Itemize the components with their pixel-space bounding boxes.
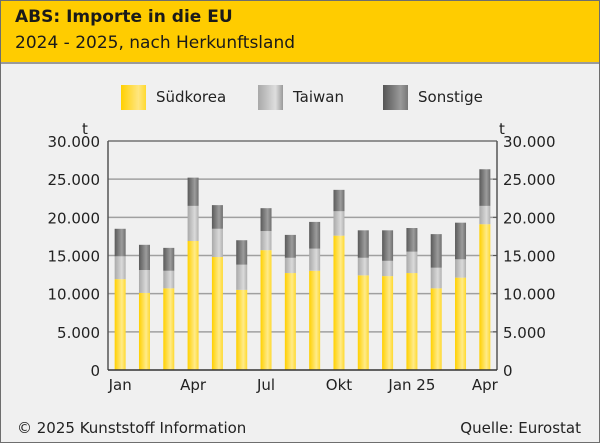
chart-subtitle: 2024 - 2025, nach Herkunftsland <box>15 33 296 53</box>
y-tick-label-right: 25.000 <box>503 171 556 189</box>
bar-sonstige <box>138 244 150 271</box>
x-tick-label: Jul <box>256 376 275 394</box>
bar-suedkorea <box>260 250 272 370</box>
bar-sonstige <box>260 208 272 232</box>
y-tick-label-left: 30.000 <box>48 133 101 151</box>
y-tick-label-left: 25.000 <box>48 171 101 189</box>
bar-sonstige <box>187 177 199 206</box>
bar-sonstige <box>430 234 442 268</box>
bar-suedkorea <box>357 275 369 370</box>
bar-taiwan <box>284 257 296 274</box>
bar-taiwan <box>309 248 321 271</box>
bar-sonstige <box>479 169 491 206</box>
legend-swatch-suedkorea <box>121 85 146 110</box>
bar-suedkorea <box>114 279 126 370</box>
bar-taiwan <box>430 267 442 289</box>
bar-suedkorea <box>138 292 150 370</box>
stacked-bar-chart: 0 0 5.000 5.000 10.000 10.000 15.000 15.000 20.0… <box>48 120 556 394</box>
bar-sonstige <box>211 205 223 229</box>
x-tick-label: Apr <box>472 376 499 394</box>
legend-label: Taiwan <box>293 88 345 106</box>
bar-suedkorea <box>382 276 394 370</box>
x-tick-label: Apr <box>180 376 207 394</box>
bar-taiwan <box>406 251 418 274</box>
bar-taiwan <box>260 231 272 251</box>
y-tick-label-right: 0 <box>503 362 513 380</box>
bar-suedkorea <box>187 240 199 370</box>
y-tick-label-left: 20.000 <box>48 209 101 227</box>
bar-taiwan <box>455 259 467 278</box>
bar-taiwan <box>211 228 223 258</box>
bar-taiwan <box>138 270 150 293</box>
bar-sonstige <box>406 228 418 252</box>
bar-taiwan <box>187 205 199 241</box>
y-tick-label-right: 30.000 <box>503 133 556 151</box>
legend-label: Südkorea <box>156 88 227 106</box>
y-tick-label-right: 10.000 <box>503 286 556 304</box>
bar-suedkorea <box>309 270 321 370</box>
y-tick-label-right: 15.000 <box>503 248 556 266</box>
legend-label: Sonstige <box>418 88 483 106</box>
bar-suedkorea <box>333 235 345 370</box>
bar-taiwan <box>382 260 394 277</box>
bar-taiwan <box>333 211 345 236</box>
bar-taiwan <box>114 256 126 280</box>
y-tick-label-left: 5.000 <box>57 324 100 342</box>
bar-taiwan <box>236 264 248 290</box>
bar-sonstige <box>114 228 126 257</box>
legend-swatch-sonstige <box>383 85 408 110</box>
x-tick-label: Jan 25 <box>387 376 435 394</box>
bar-suedkorea <box>406 273 418 370</box>
x-tick-label: Jan <box>108 376 132 394</box>
bar-sonstige <box>382 230 394 261</box>
y-tick-label-right: 5.000 <box>503 324 546 342</box>
bar-taiwan <box>479 205 491 225</box>
y-axis-unit-right: t <box>499 120 505 138</box>
bar-sonstige <box>236 240 248 265</box>
copyright-text: © 2025 Kunststoff Information <box>17 419 247 437</box>
bar-sonstige <box>163 247 175 271</box>
y-tick-label-left: 0 <box>90 362 100 380</box>
bar-suedkorea <box>455 277 467 370</box>
y-tick-label-left: 10.000 <box>48 286 101 304</box>
source-text: Quelle: Eurostat <box>460 419 581 437</box>
bar-suedkorea <box>430 288 442 370</box>
y-tick-label-right: 20.000 <box>503 209 556 227</box>
bar-suedkorea <box>479 224 491 370</box>
y-tick-label-left: 15.000 <box>48 248 101 266</box>
bar-sonstige <box>309 221 321 249</box>
chart-header: ABS: Importe in die EU 2024 - 2025, nach… <box>1 1 599 64</box>
bar-taiwan <box>357 257 369 276</box>
bar-suedkorea <box>211 257 223 370</box>
bar-suedkorea <box>163 288 175 370</box>
bar-sonstige <box>455 222 467 260</box>
legend-swatch-taiwan <box>258 85 283 110</box>
bar-suedkorea <box>284 273 296 370</box>
bar-taiwan <box>163 270 175 289</box>
bar-sonstige <box>333 189 345 212</box>
bar-suedkorea <box>236 289 248 370</box>
y-axis-unit-left: t <box>82 120 88 138</box>
x-tick-label: Okt <box>326 376 352 394</box>
bar-sonstige <box>284 234 296 258</box>
bar-sonstige <box>357 230 369 258</box>
chart-title: ABS: Importe in die EU <box>15 7 233 27</box>
